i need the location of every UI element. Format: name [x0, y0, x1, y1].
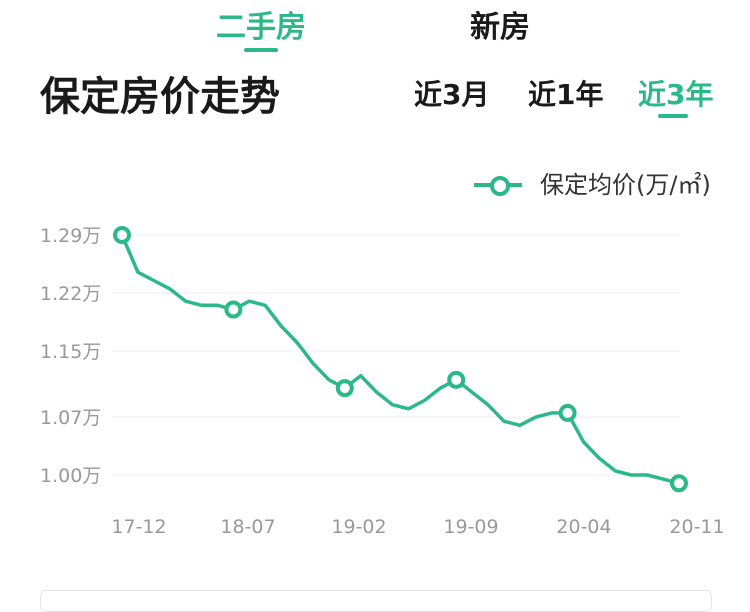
data-point [113, 226, 131, 244]
active-tab-indicator [244, 48, 278, 52]
bottom-card [40, 590, 712, 612]
y-tick-label: 1.07万 [40, 407, 101, 429]
active-period-indicator [658, 114, 688, 118]
tab-new-house[interactable]: 新房 [470, 10, 530, 45]
x-tick-label: 19-02 [331, 516, 386, 538]
x-tick-label: 20-11 [669, 516, 724, 538]
y-tick-label: 1.22万 [40, 283, 101, 305]
period-3-months[interactable]: 近3月 [414, 78, 490, 111]
tab-second-hand[interactable]: 二手房 [216, 10, 306, 45]
x-tick-label: 18-07 [220, 516, 275, 538]
y-tick-label: 1.15万 [40, 341, 101, 363]
house-type-tabs: 二手房 新房 [0, 8, 750, 56]
legend-marker-icon [490, 176, 510, 196]
y-tick-label: 1.29万 [40, 225, 101, 247]
series-line [120, 233, 681, 486]
y-tick-label: 1.00万 [40, 465, 101, 487]
legend-label: 保定均价(万/㎡) [540, 171, 711, 199]
page-title: 保定房价走势 [40, 74, 280, 120]
price-trend-chart: 1.29万 1.22万 1.15万 1.07万 1.00万 17-12 18-07 19-02… [40, 225, 725, 538]
data-point [224, 300, 243, 319]
x-tick-label: 20-04 [556, 516, 611, 538]
period-1-year[interactable]: 近1年 [528, 78, 604, 111]
data-point [670, 474, 688, 493]
data-point [335, 379, 354, 398]
data-point [447, 370, 466, 389]
period-3-years[interactable]: 近3年 [638, 78, 714, 111]
x-tick-label: 19-09 [443, 516, 498, 538]
x-tick-label: 17-12 [111, 516, 166, 538]
data-point [558, 403, 577, 422]
